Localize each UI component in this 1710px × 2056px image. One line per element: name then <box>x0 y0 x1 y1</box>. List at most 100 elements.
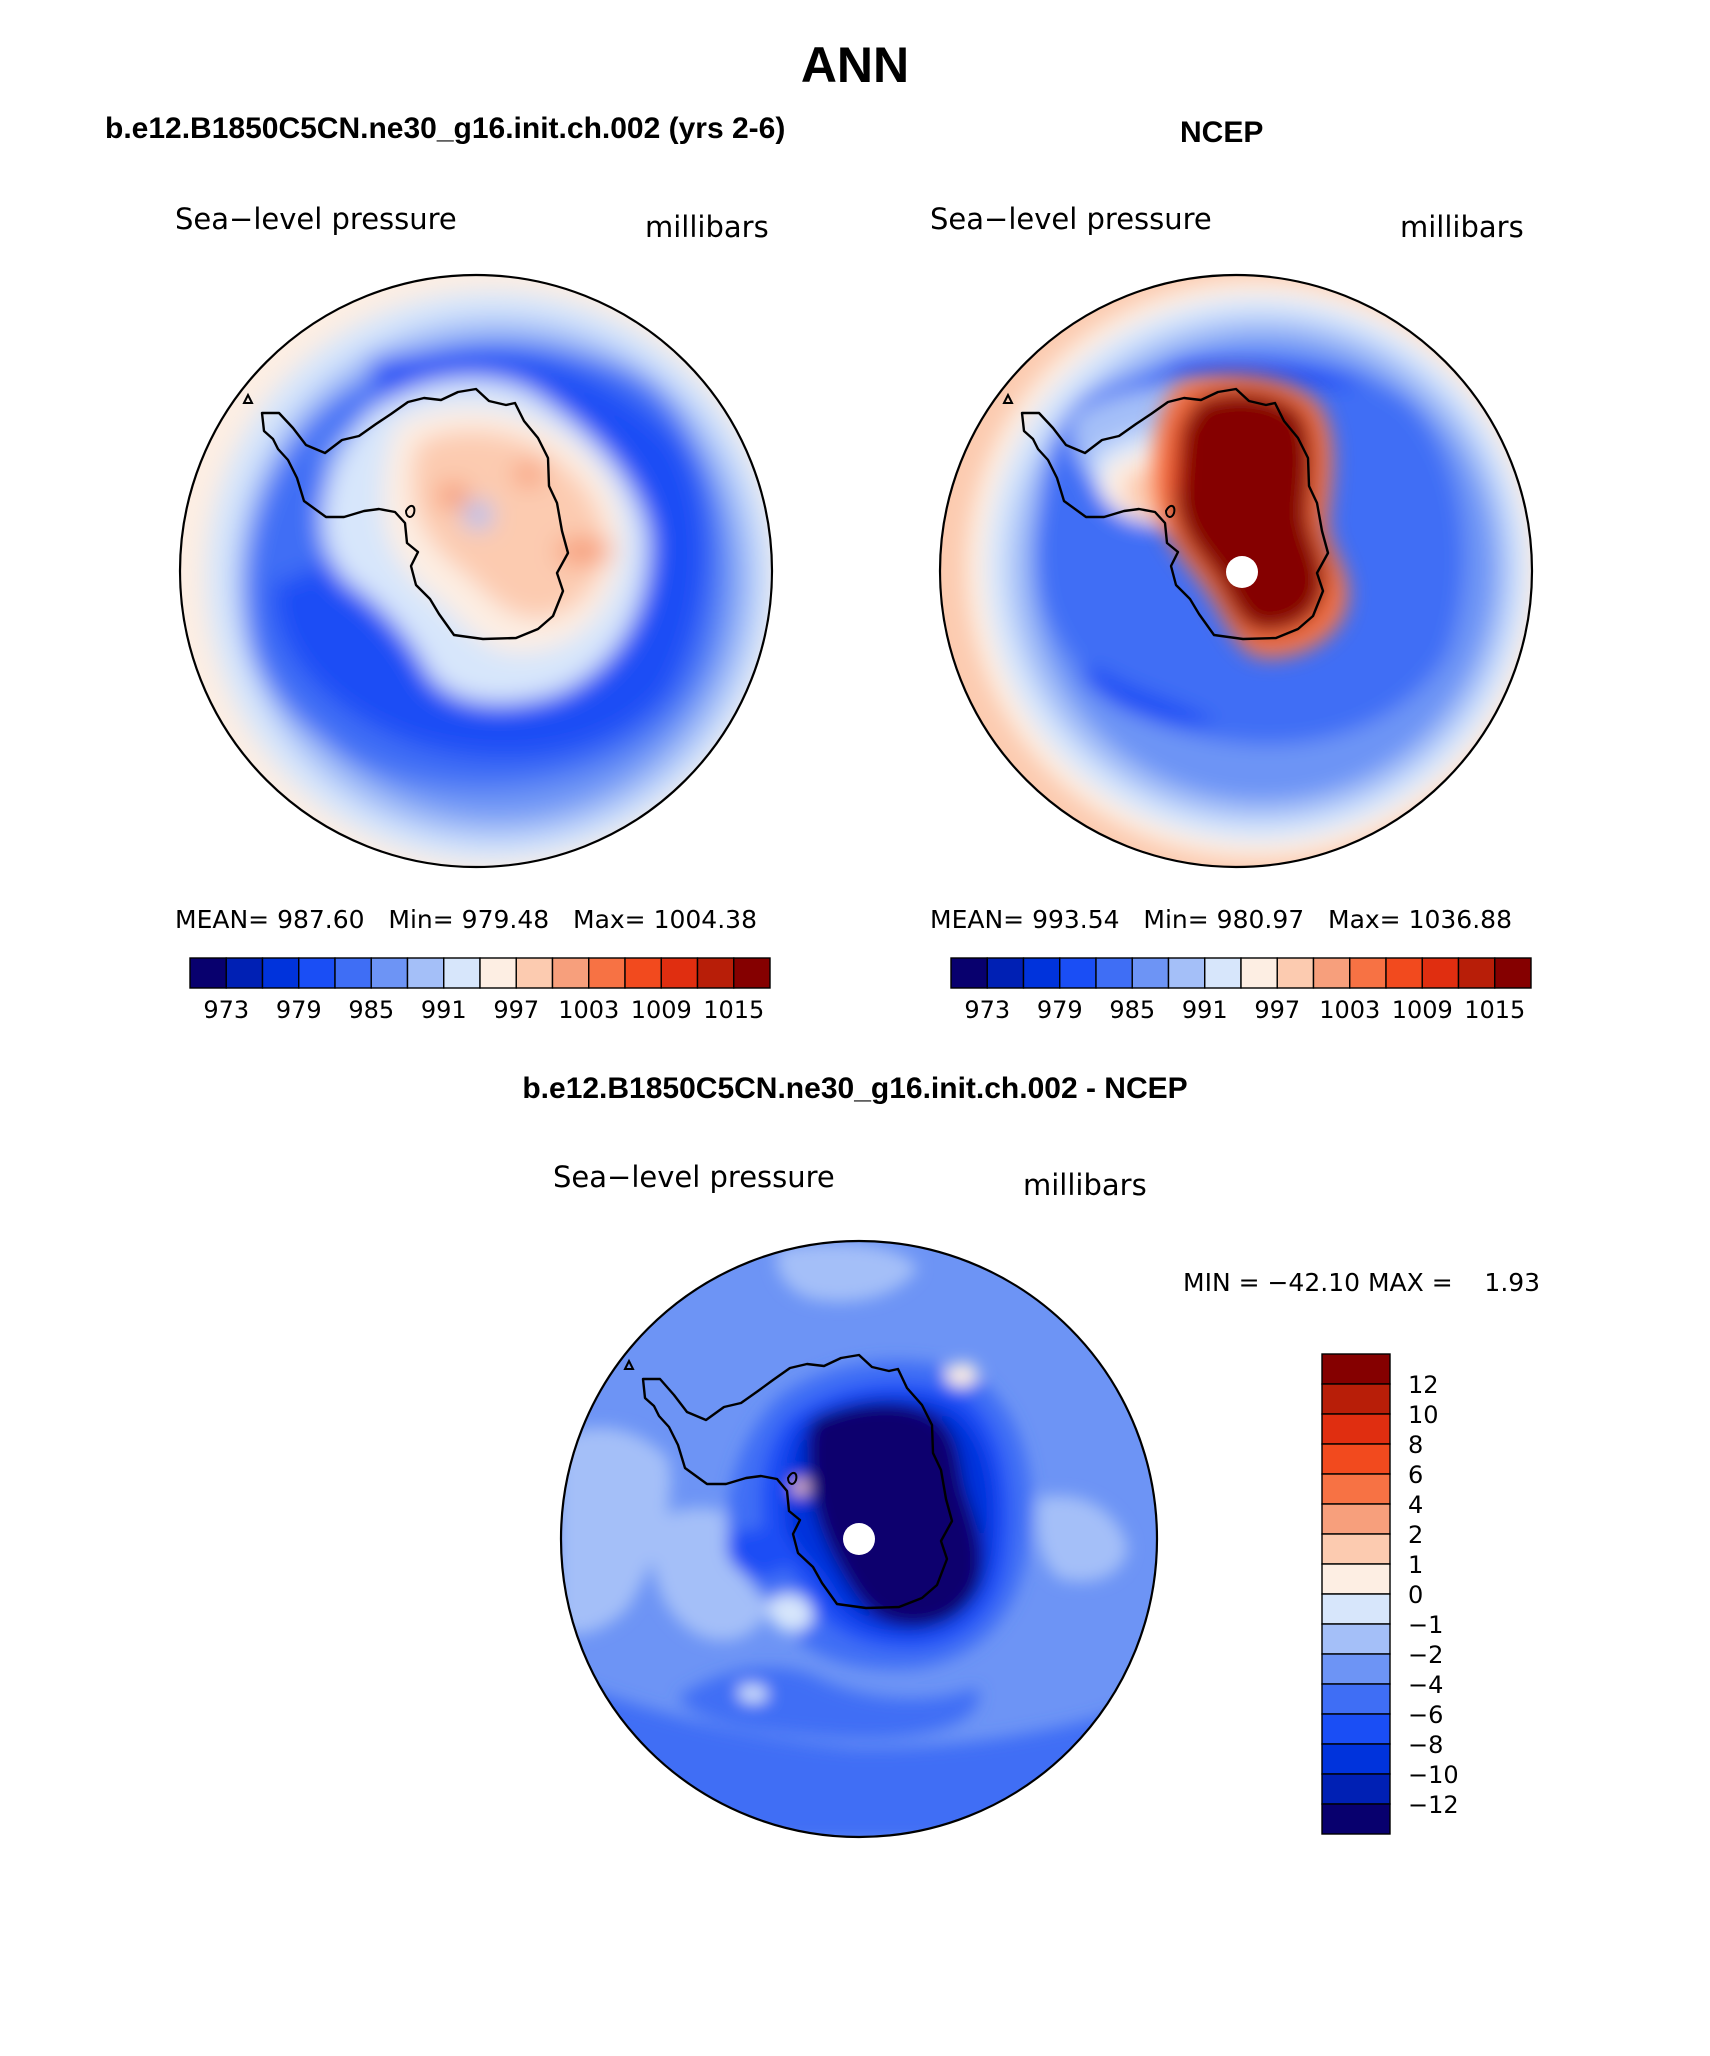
diff-colorbar-box-3 <box>1321 1443 1391 1475</box>
diff-minmax: MIN = −42.10 MAX = 1.93 <box>1183 1268 1541 1297</box>
model-colorbar-tick-label: 979 <box>276 996 322 1024</box>
diff-colorbar-tick-label: −1 <box>1408 1611 1443 1639</box>
obs-stats: MEAN= 993.54 Min= 980.97 Max= 1036.88 <box>930 905 1512 934</box>
page-title: ANN <box>800 37 910 93</box>
obs-colorbar: 973 979 985 991 997 1003 1009 1015 <box>950 957 1532 1024</box>
diff-colorbar-tick-label: 2 <box>1408 1521 1423 1549</box>
contour-1009-rim <box>1170 408 1184 493</box>
obs-colorbar-tick-label: 973 <box>964 996 1010 1024</box>
model-max-value: 1004.38 <box>653 905 757 934</box>
island-coastline <box>786 1472 798 1485</box>
diff-colorbar-tick-label: −6 <box>1408 1701 1443 1729</box>
model-colorbar-tick-label: 985 <box>348 996 394 1024</box>
obs-colorbar-box-0 <box>950 957 988 989</box>
obs-colorbar-box-15 <box>1494 957 1532 989</box>
antarctica-coastline <box>260 387 570 641</box>
model-field-label: Sea−level pressure <box>175 202 457 236</box>
map-boundary <box>938 273 1534 869</box>
model-colorbar-box-15 <box>733 957 771 989</box>
diff-colorbar-tick-label: 12 <box>1408 1371 1439 1399</box>
obs-units-label: millibars <box>1400 210 1524 244</box>
diff-colorbar-box-4 <box>1321 1473 1391 1505</box>
diff-colorbar-tick-label: 10 <box>1408 1401 1439 1429</box>
obs-colorbar-box-2 <box>1022 957 1061 989</box>
diff-colorbar-box-12 <box>1321 1713 1391 1745</box>
model-panel-header: b.e12.B1850C5CN.ne30_g16.init.ch.002 (yr… <box>105 112 786 145</box>
model-colorbar-tick-label: 1003 <box>558 996 619 1024</box>
diff-colorbar-tick-label: 0 <box>1408 1581 1423 1609</box>
model-colorbar-box-7 <box>443 957 481 989</box>
model-colorbar-tick-label: 1009 <box>631 996 692 1024</box>
model-mean-label: MEAN= <box>175 905 270 934</box>
diff-colorbar-box-11 <box>1321 1683 1391 1715</box>
contour-983-south <box>1078 668 1218 726</box>
model-mean-value: 987.60 <box>277 905 365 934</box>
diff-field-label: Sea−level pressure <box>553 1160 835 1194</box>
diff-colorbar-tick-label: 6 <box>1408 1461 1423 1489</box>
model-colorbar-box-14 <box>696 957 735 989</box>
model-colorbar-box-9 <box>515 957 554 989</box>
diff-colorbar-tick-label: 1 <box>1408 1551 1423 1579</box>
contour-0-patch-2 <box>738 1685 768 1703</box>
obs-panel-header: NCEP <box>1180 116 1264 149</box>
obs-colorbar-tick-label: 979 <box>1037 996 1083 1024</box>
contour-999-ice-2 <box>436 482 470 510</box>
contour-999-ice-3 <box>513 462 544 487</box>
model-colorbar-box-10 <box>551 957 590 989</box>
obs-min-label: Min= <box>1143 905 1209 934</box>
diff-colorbar-box-5 <box>1321 1503 1391 1535</box>
island-coastline <box>404 505 416 518</box>
diff-colorbar-box-7 <box>1321 1563 1391 1595</box>
model-colorbar-box-5 <box>370 957 409 989</box>
obs-colorbar-tick-label: 1009 <box>1392 996 1453 1024</box>
diff-colorbar-tick-label: −12 <box>1408 1791 1459 1819</box>
antarctica-coastline <box>1020 387 1330 641</box>
diff-colorbar-tick-label: −10 <box>1408 1761 1459 1789</box>
contour-999-ice <box>555 537 613 565</box>
obs-colorbar-box-5 <box>1131 957 1170 989</box>
obs-max-label: Max= <box>1328 905 1401 934</box>
model-colorbar-tick-label: 991 <box>421 996 467 1024</box>
model-units-label: millibars <box>645 210 769 244</box>
diff-panel-header: b.e12.B1850C5CN.ne30_g16.init.ch.002 - N… <box>522 1072 1188 1105</box>
model-colorbar-tick-label: 973 <box>203 996 249 1024</box>
contour-minus-12-ice <box>807 1403 983 1627</box>
map-boundary <box>178 273 774 869</box>
model-colorbar-box-4 <box>334 957 372 989</box>
obs-mean-value: 993.54 <box>1032 905 1120 934</box>
pole-missing-data <box>843 1523 875 1555</box>
diff-colorbar-box-6 <box>1321 1533 1391 1565</box>
model-colorbar-box-1 <box>225 957 264 989</box>
obs-colorbar-box-6 <box>1167 957 1206 989</box>
island-coastline-2 <box>1002 392 1014 404</box>
map-boundary <box>559 1239 1159 1839</box>
obs-colorbar-box-3 <box>1059 957 1097 989</box>
model-stats: MEAN= 987.60 Min= 979.48 Max= 1004.38 <box>175 905 757 934</box>
diff-colorbar-tick-label: 4 <box>1408 1491 1423 1519</box>
diff-colorbar-tick-label: −2 <box>1408 1641 1443 1669</box>
diff-colorbar-box-9 <box>1321 1623 1391 1655</box>
diff-colorbar-box-2 <box>1321 1413 1391 1445</box>
local-minimum-spot <box>464 501 492 529</box>
obs-colorbar-box-7 <box>1204 957 1242 989</box>
obs-colorbar-tick-label: 1003 <box>1319 996 1380 1024</box>
model-colorbar-tick-label: 997 <box>493 996 539 1024</box>
model-colorbar-box-6 <box>406 957 445 989</box>
island-coastline <box>1164 505 1176 518</box>
contour-0-patch <box>768 1594 813 1632</box>
obs-colorbar-tick-label: 985 <box>1109 996 1155 1024</box>
model-colorbar-box-8 <box>479 957 517 989</box>
diff-colorbar-tick-label: 8 <box>1408 1431 1423 1459</box>
contour-plus-1-patch <box>945 1362 978 1388</box>
obs-colorbar-box-1 <box>986 957 1025 989</box>
model-colorbar-box-11 <box>588 957 626 989</box>
contour-1015-ice <box>1172 390 1327 634</box>
model-colorbar-box-13 <box>660 957 699 989</box>
antarctica-coastline <box>641 1353 954 1610</box>
model-colorbar: 973 979 985 991 997 1003 1009 1015 <box>189 957 771 1024</box>
diff-colorbar-box-14 <box>1321 1773 1391 1805</box>
diff-colorbar-tick-label: −4 <box>1408 1671 1443 1699</box>
model-colorbar-tick-label: 1015 <box>703 996 764 1024</box>
obs-mean-label: MEAN= <box>930 905 1025 934</box>
